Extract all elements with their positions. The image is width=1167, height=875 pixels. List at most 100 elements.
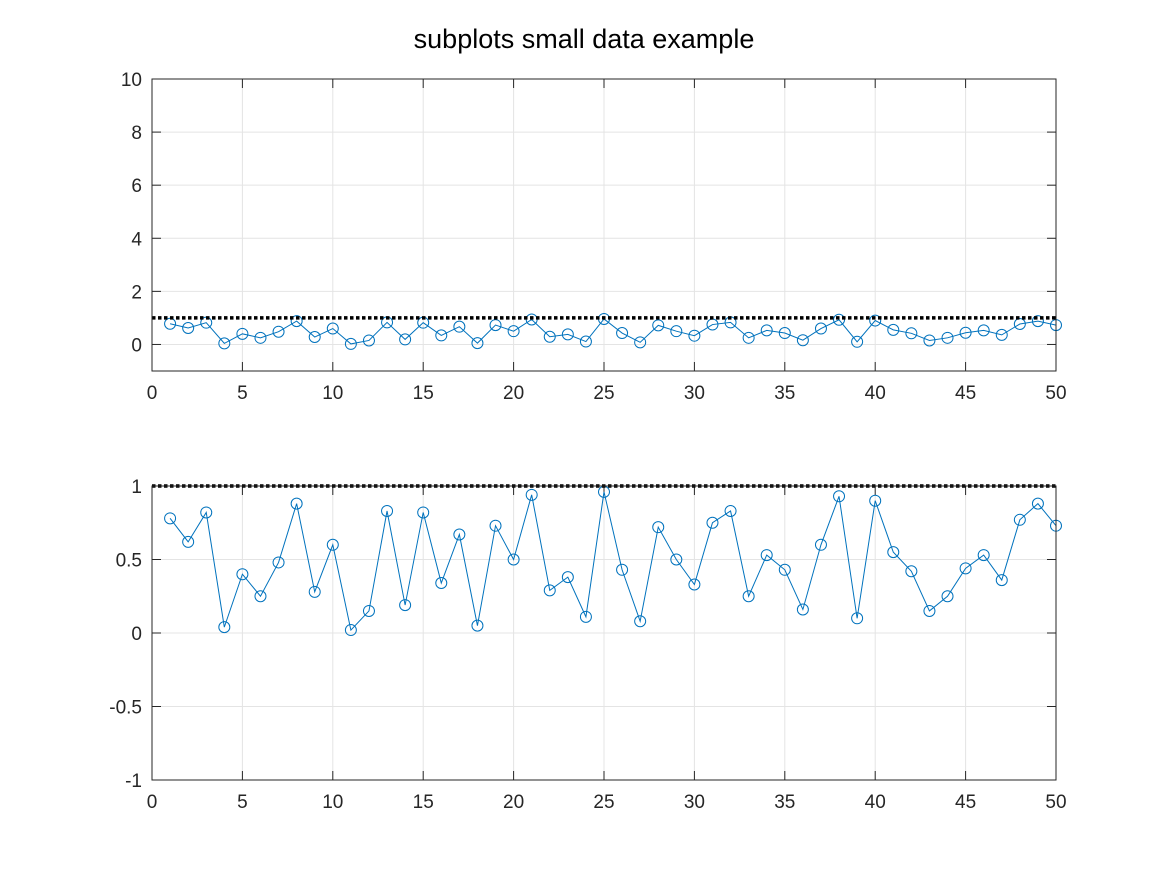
top-data-point bbox=[182, 321, 195, 334]
bottom-y-tick-label: 0.5 bbox=[116, 551, 142, 572]
bottom-x-tick-label: 45 bbox=[955, 792, 976, 813]
bottom-x-tick-label: 50 bbox=[1045, 792, 1066, 813]
bottom-data-point bbox=[164, 512, 177, 525]
bottom-data-point bbox=[670, 553, 683, 566]
bottom-data-point bbox=[200, 506, 213, 519]
top-data-point bbox=[742, 331, 755, 344]
bottom-data-point bbox=[489, 519, 502, 532]
bottom-data-point bbox=[218, 621, 231, 634]
top-data-point bbox=[652, 319, 665, 332]
top-data-point bbox=[308, 331, 321, 344]
bottom-x-tick-label: 20 bbox=[503, 792, 524, 813]
bottom-data-point bbox=[182, 535, 195, 548]
top-data-point bbox=[959, 326, 972, 339]
bottom-data-point bbox=[941, 590, 954, 603]
bottom-data-point bbox=[652, 521, 665, 534]
top-data-point bbox=[851, 335, 864, 348]
bottom-data-point bbox=[272, 556, 285, 569]
top-data-point bbox=[218, 337, 231, 350]
bottom-data-point bbox=[742, 590, 755, 603]
top-data-point bbox=[634, 336, 647, 349]
top-data-point bbox=[760, 324, 773, 337]
top-x-tick-label: 0 bbox=[147, 383, 158, 404]
bottom-data-point bbox=[579, 610, 592, 623]
bottom-data-point bbox=[453, 528, 466, 541]
bottom-x-tick-label: 35 bbox=[774, 792, 795, 813]
top-data-point bbox=[796, 334, 809, 347]
top-data-point bbox=[814, 322, 827, 335]
bottom-data-point bbox=[417, 506, 430, 519]
top-data-point bbox=[616, 327, 629, 340]
top-data-point bbox=[236, 327, 249, 340]
top-data-point bbox=[435, 329, 448, 342]
bottom-x-tick-label: 40 bbox=[865, 792, 886, 813]
bottom-data-point bbox=[471, 619, 484, 632]
bottom-x-tick-label: 30 bbox=[684, 792, 705, 813]
figure-title: subplots small data example bbox=[414, 24, 755, 54]
bottom-y-tick-label: -1 bbox=[125, 771, 142, 792]
bottom-data-point bbox=[796, 603, 809, 616]
top-x-tick-label: 40 bbox=[865, 383, 886, 404]
bottom-data-point bbox=[254, 590, 267, 603]
top-x-tick-label: 20 bbox=[503, 383, 524, 404]
bottom-y-tick-label: -0.5 bbox=[109, 698, 142, 719]
bottom-data-point bbox=[435, 577, 448, 590]
top-x-tick-label: 30 bbox=[684, 383, 705, 404]
top-data-point bbox=[1031, 315, 1044, 328]
bottom-data-point bbox=[869, 494, 882, 507]
bottom-data-point bbox=[543, 584, 556, 597]
bottom-x-tick-label: 0 bbox=[147, 792, 158, 813]
bottom-data-point bbox=[525, 488, 538, 501]
top-y-tick-label: 2 bbox=[131, 282, 142, 303]
bottom-series-line bbox=[169, 491, 1057, 632]
bottom-data-point bbox=[290, 497, 303, 510]
bottom-data-point bbox=[706, 516, 719, 529]
top-y-tick-label: 0 bbox=[131, 335, 142, 356]
top-data-point bbox=[887, 323, 900, 336]
top-data-point bbox=[1013, 318, 1026, 331]
top-data-point bbox=[941, 331, 954, 344]
bottom-x-tick-label: 10 bbox=[322, 792, 343, 813]
bottom-axes-box bbox=[151, 485, 1057, 781]
top-data-point bbox=[561, 328, 574, 341]
top-y-tick-label: 8 bbox=[131, 123, 142, 144]
top-data-point bbox=[905, 327, 918, 340]
bottom-data-point bbox=[814, 538, 827, 551]
bottom-x-tick-label: 25 bbox=[593, 792, 614, 813]
top-data-point bbox=[471, 337, 484, 350]
top-data-point bbox=[507, 325, 520, 338]
bottom-data-point bbox=[561, 571, 574, 584]
bottom-data-point bbox=[959, 562, 972, 575]
bottom-data-point bbox=[616, 563, 629, 576]
top-data-point bbox=[778, 327, 791, 340]
bottom-data-point bbox=[308, 585, 321, 598]
top-x-tick-label: 5 bbox=[237, 383, 248, 404]
top-data-point bbox=[344, 337, 357, 350]
top-subplot: 0 5 10 15 20 25 30 35 40 45 50 0 2 4 6 8 10 bbox=[121, 70, 1067, 404]
bottom-data-point bbox=[887, 546, 900, 559]
top-data-point bbox=[272, 325, 285, 338]
top-x-tick-label: 15 bbox=[413, 383, 434, 404]
bottom-y-tick-label: 1 bbox=[131, 477, 142, 498]
top-data-point bbox=[923, 334, 936, 347]
top-data-point bbox=[579, 335, 592, 348]
top-data-point bbox=[453, 320, 466, 333]
top-x-tick-label: 25 bbox=[593, 383, 614, 404]
top-data-point bbox=[543, 330, 556, 343]
bottom-data-point bbox=[1031, 497, 1044, 510]
bottom-data-point bbox=[236, 568, 249, 581]
top-x-tick-label: 50 bbox=[1045, 383, 1066, 404]
bottom-data-point bbox=[399, 599, 412, 612]
top-data-point bbox=[399, 333, 412, 346]
top-x-tick-label: 10 bbox=[322, 383, 343, 404]
bottom-data-point bbox=[688, 578, 701, 591]
bottom-data-point bbox=[778, 563, 791, 576]
top-data-point bbox=[254, 331, 267, 344]
bottom-y-tick-label: 0 bbox=[131, 624, 142, 645]
bottom-x-tick-label: 5 bbox=[237, 792, 248, 813]
top-x-tick-label: 35 bbox=[774, 383, 795, 404]
bottom-subplot: 0 5 10 15 20 25 30 35 40 45 50 -1 -0.5 0 0.5 1 bbox=[109, 477, 1066, 813]
top-y-tick-label: 10 bbox=[121, 70, 142, 91]
bottom-data-point bbox=[326, 538, 339, 551]
